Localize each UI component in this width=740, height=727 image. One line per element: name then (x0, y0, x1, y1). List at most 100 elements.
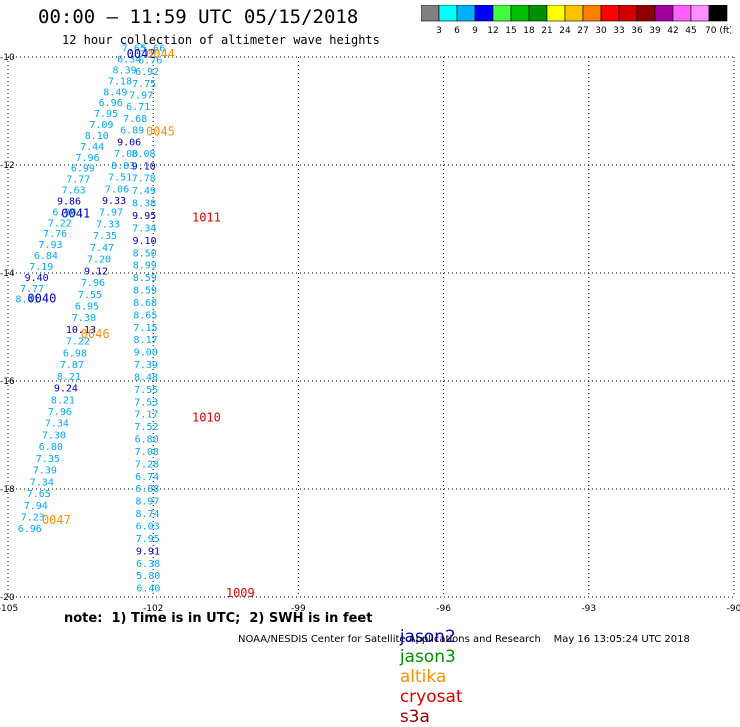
track-a-value: 7.19 (29, 262, 53, 273)
y-tick-label: -16 (0, 377, 15, 387)
y-tick-label: -10 (0, 53, 15, 63)
track-b-value: 8.21 (57, 372, 81, 383)
track-b-value: 7.30 (42, 430, 66, 441)
track-a-value: 9.86 (57, 196, 81, 207)
track-b-value: 7.96 (81, 278, 105, 289)
track-b-value: 9.06 (117, 137, 141, 148)
colorbar-label: 70 (ft) (705, 26, 731, 36)
time-label: 0046 (81, 327, 110, 341)
colorbar-label: 39 (649, 26, 661, 36)
track-b-value: 6.76 (138, 55, 162, 66)
track-b-value: 7.96 (48, 407, 72, 418)
x-tick-label: -90 (727, 604, 740, 614)
track-c-value: 8.68 (133, 298, 157, 309)
legend-item-s3a: s3a (399, 707, 430, 727)
track-b-value: 7.39 (33, 466, 57, 477)
track-c-value: 6.74 (135, 472, 159, 483)
colorbar-label: 15 (505, 26, 516, 36)
track-c-value: 7.95 (136, 534, 160, 545)
track-a-value: 7.77 (20, 284, 44, 295)
colorbar-label: 27 (577, 26, 588, 36)
track-c-value: 7.78 (132, 174, 156, 185)
colorbar-label: 42 (667, 26, 678, 36)
track-b-value: 7.35 (93, 231, 117, 242)
track-c-value: 8.38 (132, 199, 156, 210)
legend-item-altika: altika (399, 667, 447, 687)
time-label: 0040 (27, 292, 56, 306)
track-b-value: 7.00 (114, 149, 138, 160)
track-a-value: 7.96 (75, 153, 99, 164)
y-tick-label: -18 (0, 485, 15, 495)
track-c-value: 8.59 (133, 286, 157, 297)
colorbar: 3 6 9 12 15 18 21 24 27 30 33 36 39 42 45 70 (ft) (421, 5, 731, 36)
track-b-value: 7.55 (78, 290, 102, 301)
track-c-value: 7.17 (134, 410, 158, 421)
track-b-value: 7.20 (87, 255, 111, 266)
track-b-value: 6.89 (120, 126, 144, 137)
track-c-value: 7.15 (133, 323, 157, 334)
track-a-value: 8.10 (85, 131, 109, 142)
track-c-value: 7.52 (135, 422, 159, 433)
credit-line: NOAA/NESDIS Center for Satellite Applica… (238, 634, 690, 645)
x-tick-label: -105 (0, 604, 18, 614)
track-c-value: 9.10 (132, 161, 156, 172)
track-a-value: 8.39 (113, 65, 137, 76)
track-a-value: 6.84 (34, 251, 58, 262)
x-tick-label: -102 (143, 604, 163, 614)
colorbar-label: 6 (454, 26, 460, 36)
colorbar-label: 45 (685, 26, 696, 36)
track-a-value: 6.34 (117, 55, 141, 66)
colorbar-label: 21 (541, 26, 552, 36)
track-c-value: 7.49 (132, 186, 156, 197)
colorbar-label: 9 (472, 26, 478, 36)
track-b-value: 7.47 (90, 243, 114, 254)
plot-area: -105 -102 -99 -96 -93 -90 -10 -12 -14 -16 -18 -20 7.… (0, 44, 740, 614)
track-c-value: 9.95 (132, 211, 156, 222)
y-tick-label: -14 (0, 269, 15, 279)
legend-item-jason3: jason3 (399, 647, 456, 667)
track-c-value: 8.17 (134, 335, 158, 346)
track-b-value: 6.92 (135, 67, 159, 78)
track-b-value: 8.83 (111, 161, 135, 172)
track-c-value: 6.88 (135, 484, 159, 495)
track-b-value: 7.94 (24, 501, 48, 512)
track-c-value: 5.80 (136, 571, 160, 582)
track-b-value: 7.75 (132, 79, 156, 90)
track-a-value: 7.93 (38, 240, 62, 251)
track-c-value: 6.38 (136, 559, 160, 570)
track-b-value: 10.13 (66, 325, 96, 336)
track-c-value: 7.53 (134, 397, 158, 408)
track-b-value: 9.33 (102, 196, 126, 207)
track-c-value: 8.50 (133, 248, 157, 259)
track-b-value: 8.21 (51, 395, 75, 406)
track-a-value: 7.77 (66, 175, 90, 186)
track-a-value: 6.96 (99, 98, 123, 109)
track-c-value: 8.65 (133, 310, 157, 321)
chart-title: 00:00 – 11:59 UTC 05/15/2018 (38, 6, 359, 28)
track-a-value: 8.41 (15, 295, 39, 306)
track-c-value: 9.10 (132, 236, 156, 247)
chart-subtitle: 12 hour collection of altimeter wave hei… (62, 33, 380, 47)
track-b-value: 7.65 (27, 489, 51, 500)
y-tick-label: -12 (0, 161, 15, 171)
track-b-value: 7.33 (96, 219, 120, 230)
x-tick-label: -99 (291, 604, 306, 614)
colorbar-label: 24 (559, 26, 571, 36)
time-label: 0042 (127, 47, 156, 61)
track-b-value: 6.71 (126, 102, 150, 113)
track-b-value: 7.97 (99, 208, 123, 219)
track-c-value: 8.48 (134, 372, 158, 383)
track-c-value: 8.59 (133, 273, 157, 284)
track-c-value: 7.34 (132, 223, 156, 234)
track-b-value: 7.30 (72, 313, 96, 324)
track-a-value: 7.18 (108, 76, 132, 87)
track-c-value: 7.08 (135, 447, 159, 458)
track-c-value: 6.40 (136, 584, 160, 595)
track-b-value: 7.97 (129, 90, 153, 101)
track-b-value: 6.98 (63, 348, 87, 359)
colorbar-label: 33 (613, 26, 624, 36)
track-b-value: 9.12 (84, 266, 108, 277)
track-a-value: 7.63 (62, 186, 86, 197)
time-label: 0044 (146, 47, 175, 61)
track-b-value: 7.22 (66, 337, 90, 348)
